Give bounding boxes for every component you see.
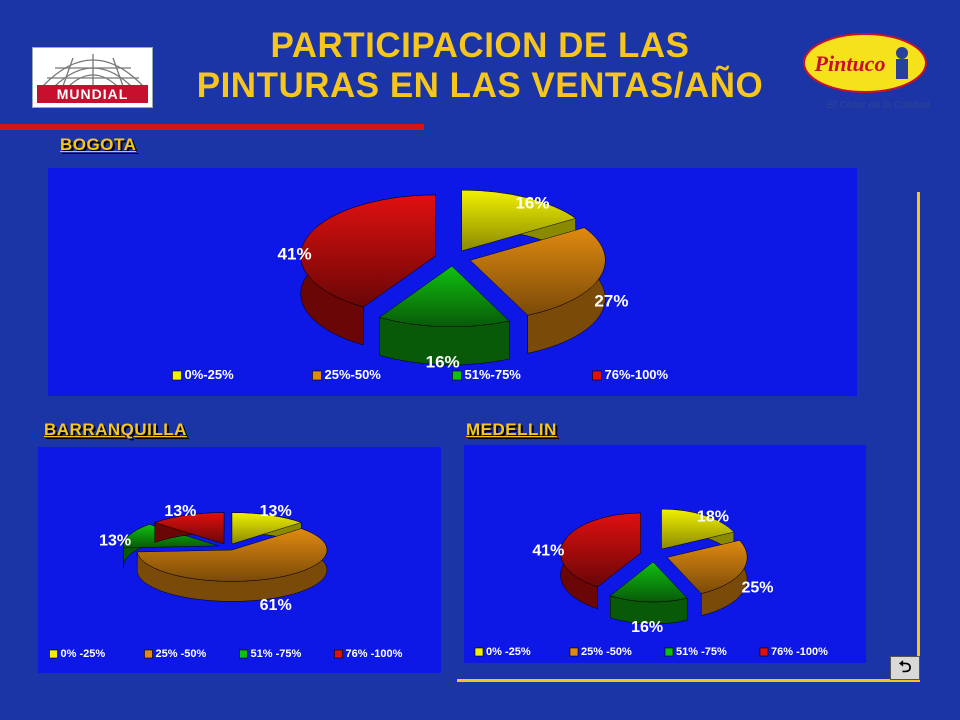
data-label: 27% — [594, 292, 628, 311]
legend-swatch — [49, 649, 58, 659]
title-line-1: PARTICIPACION DE LAS — [270, 26, 690, 65]
pie-slice — [378, 265, 510, 366]
legend-swatch — [239, 649, 248, 659]
legend-swatch — [664, 647, 674, 657]
data-label: 13% — [164, 503, 196, 520]
return-button[interactable]: ⮌ — [890, 656, 920, 680]
legend-swatch — [334, 649, 343, 659]
legend-swatch — [474, 647, 484, 657]
legend-label: 25%-50% — [325, 367, 382, 382]
legend-label: 51%-75% — [465, 367, 522, 382]
bogota-chart-panel: 16% 27% 16% 41% 0%-25% 25%-50% 51%-75% 76%-100% — [48, 168, 857, 396]
data-label: 41% — [278, 244, 312, 263]
page-title: PARTICIPACION DE LAS PINTURAS EN LAS VEN… — [170, 26, 790, 106]
bogota-pie-chart: 16% 27% 16% 41% 0%-25% 25%-50% 51%-75% 76%-100% — [172, 189, 669, 382]
data-label: 41% — [532, 542, 564, 559]
legend-label: 25% -50% — [156, 648, 207, 660]
pie-slice — [153, 512, 225, 545]
tagline: El Color de la Calidad — [827, 100, 930, 111]
legend-label: 0% -25% — [486, 646, 531, 658]
legend-swatch — [312, 370, 322, 381]
data-label: 16% — [515, 194, 549, 213]
mundial-logo: MUNDIAL — [32, 47, 153, 108]
legend-swatch — [144, 649, 153, 659]
legend: 0% -25% 25% -50% 51% -75% 76% -100% — [49, 648, 403, 660]
data-label: 13% — [99, 533, 131, 550]
legend-swatch — [452, 370, 462, 381]
legend-label: 76% -100% — [771, 646, 828, 658]
pie-slice — [300, 194, 436, 346]
pintuco-wordmark: Pintuco — [814, 51, 886, 76]
section-medellin: MEDELLIN — [466, 420, 557, 439]
data-label: 16% — [426, 353, 460, 372]
return-arrow-icon: ⮌ — [898, 659, 912, 676]
legend-swatch — [569, 647, 579, 657]
legend-label: 51% -75% — [251, 648, 302, 660]
pie-slice — [560, 512, 641, 610]
legend-label: 0%-25% — [185, 367, 235, 382]
section-bogota: BOGOTA — [60, 135, 137, 154]
legend-swatch — [172, 370, 182, 381]
pintuco-logo: Pintuco — [802, 33, 928, 93]
medellin-pie-chart: 18% 25% 16% 41% 0% -25% 25% -50% 51% -75% 76% -… — [474, 508, 828, 658]
legend-label: 25% -50% — [581, 646, 632, 658]
pie-slice — [136, 528, 328, 602]
data-label: 61% — [260, 597, 292, 614]
legend-swatch — [592, 370, 602, 381]
data-label: 16% — [631, 619, 663, 636]
section-barranquilla: BARRANQUILLA — [44, 420, 187, 439]
legend-swatch — [759, 647, 769, 657]
data-label: 13% — [260, 503, 292, 520]
frame-vertical-line — [917, 192, 920, 682]
legend-label: 0% -25% — [61, 648, 106, 660]
data-label: 18% — [697, 508, 729, 525]
data-label: 25% — [741, 579, 773, 596]
legend-label: 76% -100% — [346, 648, 403, 660]
divider-bar — [0, 124, 424, 130]
barranquilla-chart-panel: 13% 61% 13% 13% 0% -25% 25% -50% 51% -75% 76% -… — [38, 447, 441, 673]
frame-horizontal-line — [457, 679, 920, 682]
title-line-2: PINTURAS EN LAS VENTAS/AÑO — [196, 66, 764, 105]
legend-label: 76%-100% — [605, 367, 669, 382]
legend: 0% -25% 25% -50% 51% -75% 76% -100% — [474, 646, 828, 658]
pie-slice — [469, 227, 606, 354]
legend: 0%-25% 25%-50% 51%-75% 76%-100% — [172, 367, 669, 382]
pie-slice — [609, 561, 688, 625]
pie-slice — [666, 539, 748, 616]
barranquilla-pie-chart: 13% 61% 13% 13% 0% -25% 25% -50% 51% -75% 76% -… — [49, 503, 403, 660]
medellin-chart-panel: 18% 25% 16% 41% 0% -25% 25% -50% 51% -75% 76% -… — [464, 445, 866, 663]
legend-label: 51% -75% — [676, 646, 727, 658]
mundial-wordmark: MUNDIAL — [37, 85, 148, 103]
globe-icon — [42, 54, 144, 87]
